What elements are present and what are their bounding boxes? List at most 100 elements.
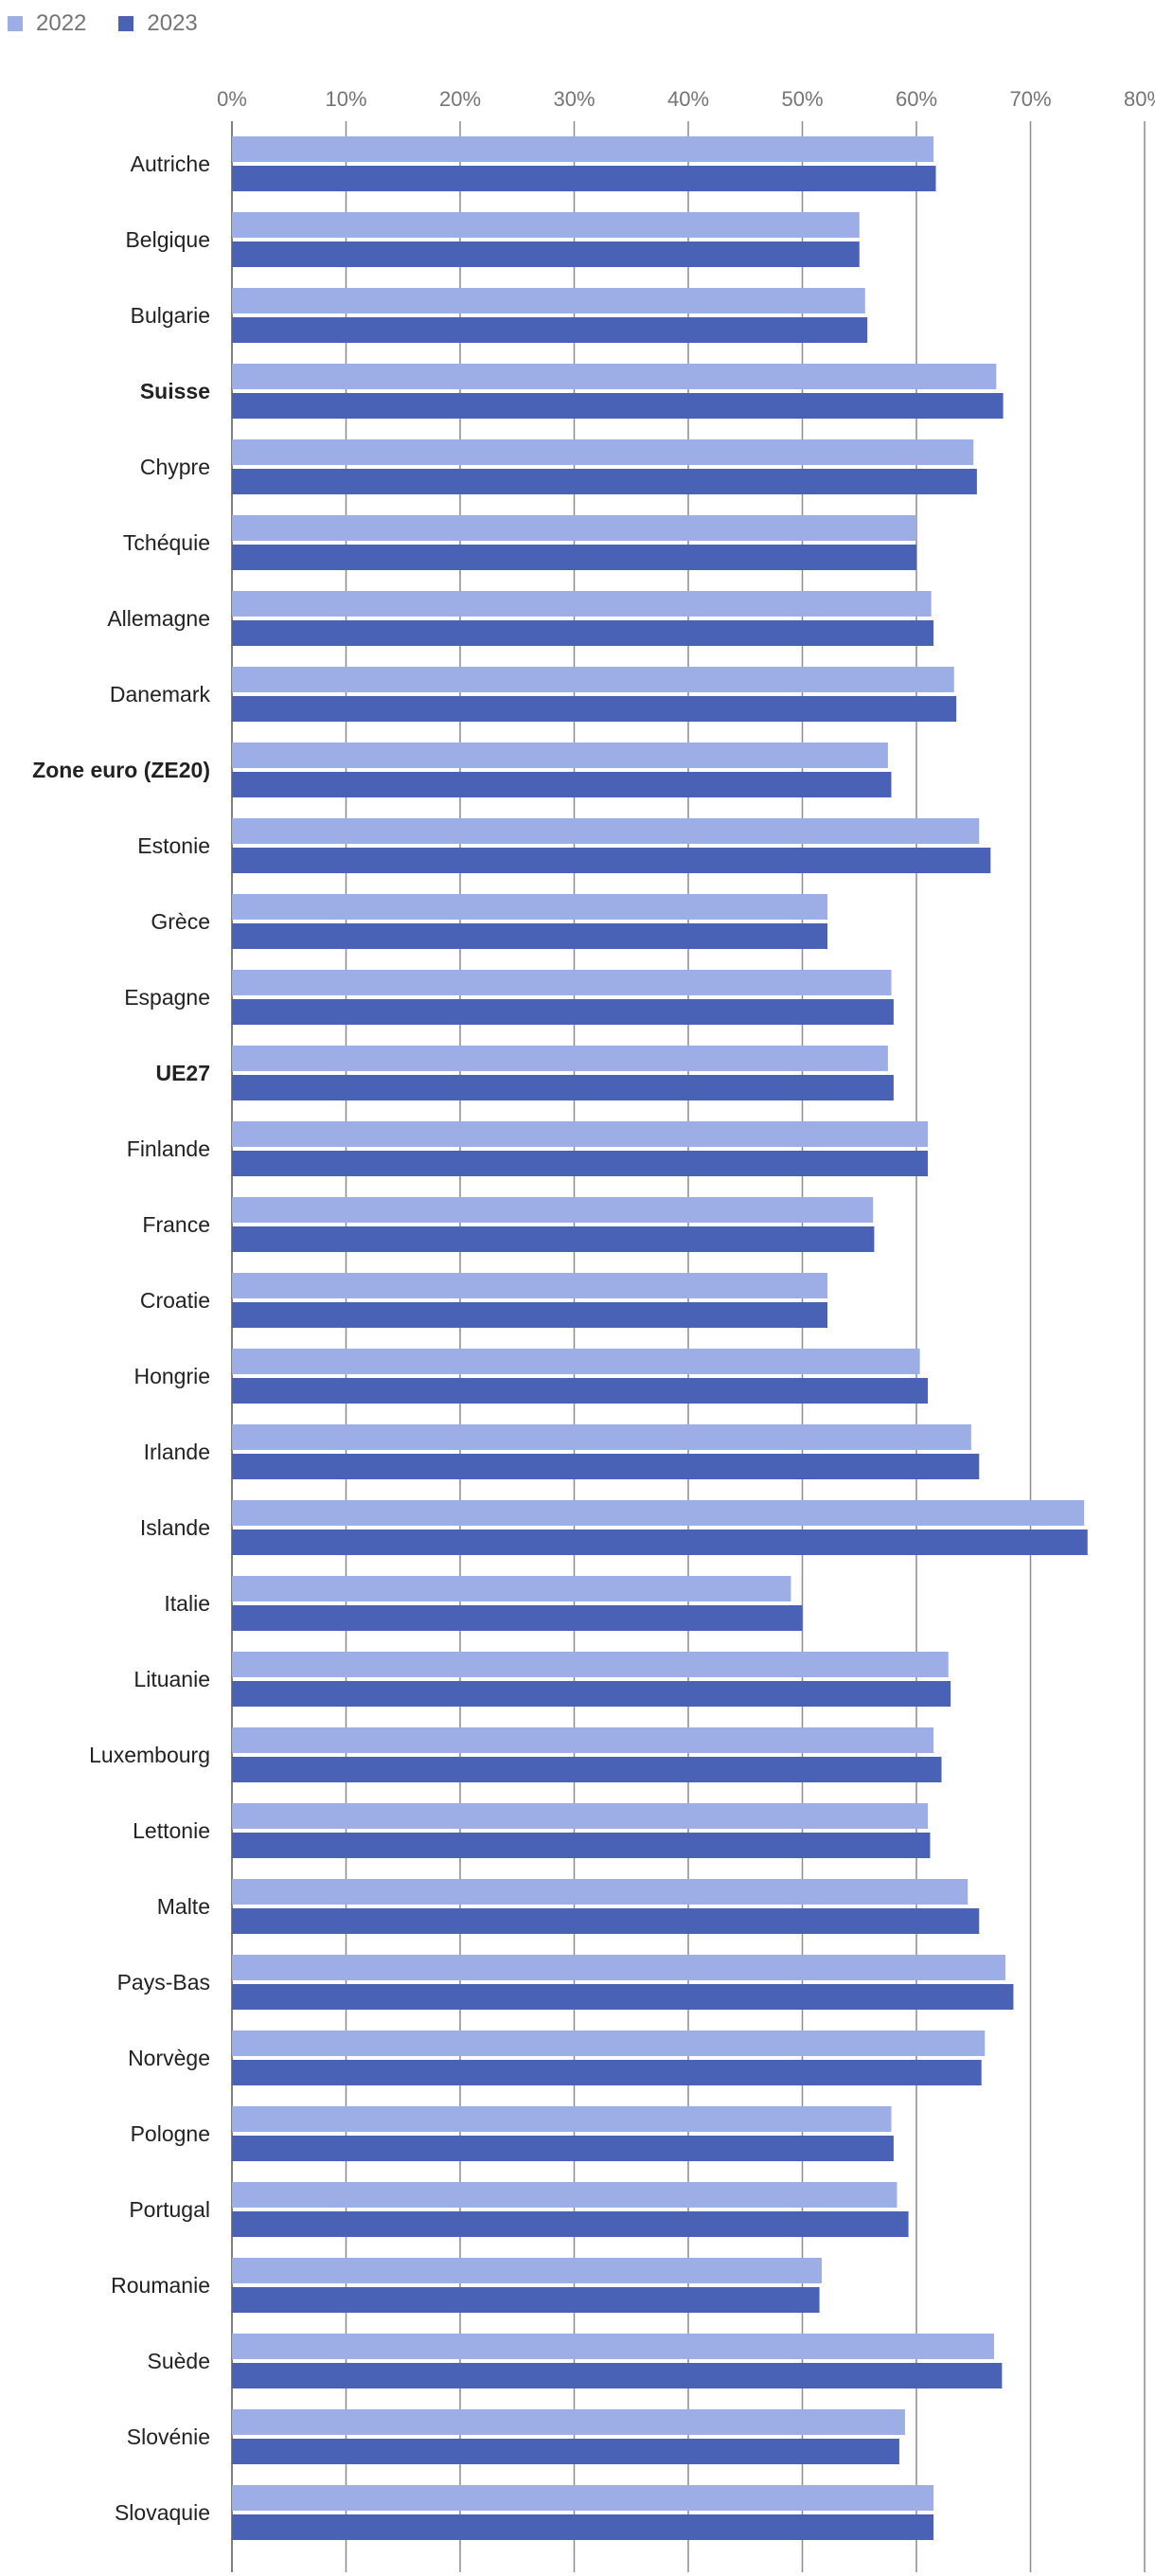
bar-2023-27 [232, 2211, 909, 2237]
bar-2022-11 [232, 970, 892, 995]
legend-swatch-2023 [118, 16, 134, 31]
bar-2022-26 [232, 2106, 892, 2132]
category-label-8: Zone euro (ZE20) [32, 758, 210, 782]
bar-2022-6 [232, 591, 932, 617]
category-label-2: Bulgarie [131, 303, 210, 328]
category-label-7: Danemark [110, 682, 211, 707]
category-label-14: France [142, 1212, 210, 1237]
bar-2023-10 [232, 923, 828, 949]
category-label-31: Slovaquie [115, 2500, 210, 2525]
category-label-4: Chypre [140, 455, 210, 479]
bar-2022-9 [232, 818, 980, 844]
bar-2022-0 [232, 136, 934, 162]
bar-2023-21 [232, 1757, 942, 1782]
bar-2023-20 [232, 1681, 951, 1707]
bar-2023-17 [232, 1454, 980, 1479]
bar-2022-16 [232, 1349, 920, 1374]
x-tick-label-8: 80% [1124, 87, 1155, 111]
category-label-5: Tchéquie [123, 530, 210, 555]
bar-2022-19 [232, 1576, 791, 1601]
bar-2023-11 [232, 999, 894, 1025]
bar-2022-10 [232, 894, 828, 920]
bar-2022-4 [232, 439, 974, 465]
category-label-1: Belgique [125, 227, 210, 252]
x-tick-label-4: 40% [667, 87, 709, 111]
legend-item-2022[interactable]: 2022 [8, 10, 86, 37]
bar-2022-3 [232, 364, 997, 389]
bar-2022-15 [232, 1273, 828, 1298]
bar-2022-8 [232, 742, 888, 768]
bar-2023-22 [232, 1833, 931, 1858]
bar-2022-7 [232, 667, 954, 692]
x-tick-label-0: 0% [217, 87, 247, 111]
bar-2022-12 [232, 1046, 888, 1071]
bar-2023-13 [232, 1151, 929, 1176]
category-label-13: Finlande [127, 1136, 210, 1161]
category-label-28: Roumanie [111, 2273, 210, 2298]
bar-2023-9 [232, 848, 991, 873]
bar-2023-18 [232, 1530, 1088, 1555]
bar-2023-1 [232, 242, 860, 267]
bar-2023-15 [232, 1302, 828, 1328]
category-label-6: Allemagne [107, 606, 210, 631]
bar-2022-17 [232, 1424, 971, 1450]
legend-label-2022: 2022 [36, 10, 87, 36]
legend-swatch-2022 [8, 16, 23, 31]
bar-2023-12 [232, 1075, 894, 1100]
bar-2022-18 [232, 1500, 1085, 1526]
bar-2022-24 [232, 1955, 1005, 1980]
bar-2022-14 [232, 1197, 874, 1223]
bar-2022-21 [232, 1727, 934, 1753]
bar-2022-5 [232, 515, 916, 541]
bar-2023-23 [232, 1908, 980, 1934]
bar-2023-3 [232, 393, 1004, 419]
bar-2022-29 [232, 2334, 994, 2359]
category-label-23: Malte [157, 1894, 210, 1919]
label-layer: 0% 10% 20% 30% 40% 50% 60% 70% 80% Autriche Belgiq… [32, 87, 1155, 2525]
category-label-22: Lettonie [133, 1818, 210, 1843]
category-label-29: Suède [147, 2349, 210, 2373]
bar-2022-1 [232, 212, 860, 238]
category-label-24: Pays-Bas [117, 1970, 210, 1995]
legend-item-2023[interactable]: 2023 [118, 10, 198, 37]
x-tick-label-5: 50% [781, 87, 823, 111]
bar-2023-5 [232, 545, 916, 570]
x-tick-label-7: 70% [1009, 87, 1051, 111]
bar-2023-28 [232, 2287, 820, 2313]
bar-2022-2 [232, 288, 865, 313]
category-label-30: Slovénie [127, 2424, 210, 2449]
bar-2023-29 [232, 2363, 1003, 2388]
x-tick-label-1: 10% [325, 87, 366, 111]
bar-2023-7 [232, 696, 957, 722]
bar-2022-13 [232, 1121, 929, 1147]
bar-2023-14 [232, 1226, 875, 1252]
category-label-16: Hongrie [133, 1364, 210, 1388]
category-label-9: Estonie [137, 833, 210, 858]
category-label-3: Suisse [140, 379, 210, 403]
category-label-25: Norvège [128, 2046, 210, 2070]
x-tick-label-6: 60% [896, 87, 937, 111]
bar-2022-25 [232, 2030, 986, 2056]
bar-2023-30 [232, 2439, 899, 2464]
category-label-15: Croatie [140, 1288, 210, 1313]
bar-2023-19 [232, 1605, 803, 1631]
bar-2023-8 [232, 772, 892, 797]
bar-2023-2 [232, 317, 868, 343]
bar-2022-27 [232, 2182, 897, 2208]
bar-2022-31 [232, 2485, 934, 2511]
bar-2022-30 [232, 2409, 905, 2435]
bar-2023-31 [232, 2514, 934, 2540]
chart-legend: 2022 2023 [8, 9, 198, 38]
category-label-26: Pologne [131, 2121, 210, 2146]
category-label-12: UE27 [155, 1061, 210, 1085]
category-label-10: Grèce [151, 909, 210, 934]
legend-label-2023: 2023 [147, 10, 198, 36]
bar-2023-6 [232, 620, 934, 646]
bar-2023-4 [232, 469, 977, 494]
bar-2022-28 [232, 2258, 822, 2283]
bar-2023-26 [232, 2136, 894, 2161]
category-label-18: Islande [140, 1515, 210, 1540]
category-label-27: Portugal [129, 2197, 210, 2222]
category-label-0: Autriche [131, 152, 210, 176]
